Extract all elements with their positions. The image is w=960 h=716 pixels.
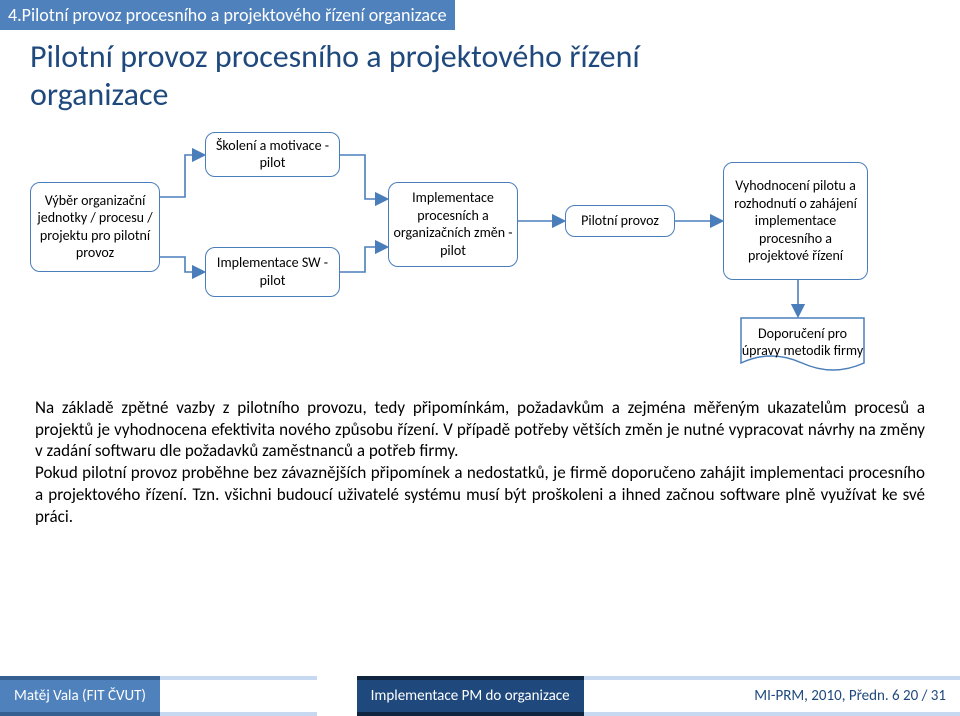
node-evaluation: Vyhodnocení pilotu a rozhodnutí o zaháje… [723, 162, 868, 280]
footer: Matěj Vala (FIT ČVUT) Implementace PM do… [0, 676, 960, 716]
doc-label: Doporučení pro úpravy metodik firmy [740, 326, 865, 366]
node-training: Školení a motivace - pilot [205, 132, 340, 177]
title-line2: organizace [30, 75, 168, 114]
body-paragraph: Na základě zpětné vazby z pilotního prov… [0, 397, 960, 528]
footer-spacer-2 [584, 676, 741, 716]
flowchart: Výběr organizační jednotky / procesu / p… [30, 127, 940, 397]
node-select-unit: Výběr organizační jednotky / procesu / p… [30, 182, 160, 272]
page-title: Pilotní provoz procesního a projektového… [0, 30, 960, 127]
node-process-impl: Implementace procesních a organizačních … [388, 182, 518, 267]
footer-author: Matěj Vala (FIT ČVUT) [0, 676, 160, 716]
footer-page: MI-PRM, 2010, Předn. 6 20 / 31 [740, 676, 960, 716]
breadcrumb: 4.Pilotní provoz procesního a projektové… [0, 0, 455, 30]
node-pilot-run: Pilotní provoz [565, 205, 675, 237]
footer-spacer-1 [160, 676, 317, 716]
node-sw-impl: Implementace SW - pilot [205, 247, 340, 297]
title-line1: Pilotní provoz procesního a projektového… [30, 37, 640, 76]
node-recommendation-doc: Doporučení pro úpravy metodik firmy [740, 317, 865, 375]
footer-title: Implementace PM do organizace [357, 676, 584, 716]
